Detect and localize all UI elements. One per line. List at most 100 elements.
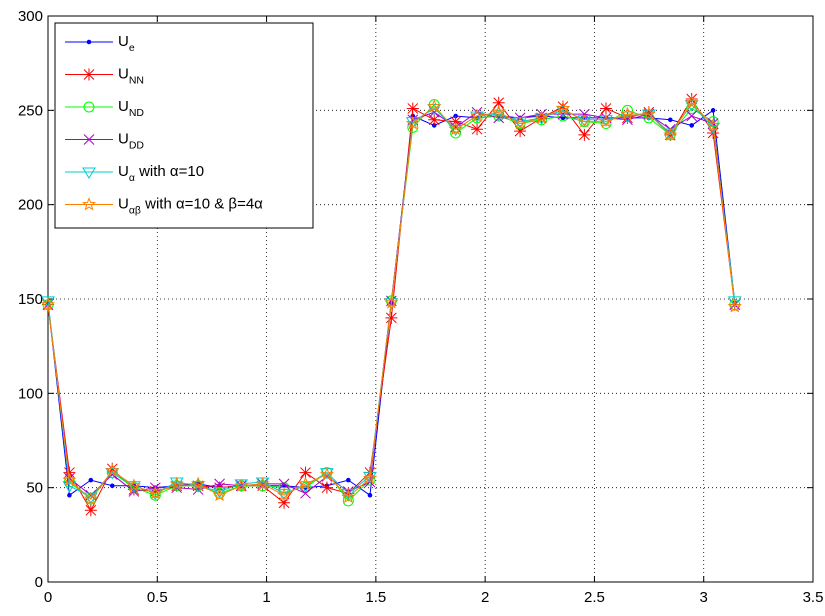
data-point [62, 472, 77, 487]
data-point [405, 116, 420, 130]
y-tick-label: 250 [18, 102, 43, 119]
data-point [367, 492, 373, 498]
legend-entry: Uαβ with α=10 & β=4α [65, 196, 263, 217]
data-point [319, 467, 334, 481]
legend-entry: UNN [65, 66, 144, 87]
data-point [62, 481, 77, 493]
data-point [169, 476, 184, 490]
legend-entry: Ue [65, 33, 135, 54]
data-point [299, 466, 312, 479]
data-point [577, 114, 592, 128]
data-point [471, 123, 484, 136]
data-point [192, 480, 204, 492]
legend-marker [81, 197, 97, 211]
legend-marker [83, 134, 95, 145]
data-point [83, 491, 98, 505]
data-point [449, 115, 462, 128]
data-point [212, 486, 227, 499]
data-point [106, 467, 118, 479]
data-point [727, 299, 742, 313]
data-point [126, 478, 141, 492]
legend-marker [83, 68, 95, 81]
data-point [191, 476, 206, 490]
legend-marker [83, 101, 95, 113]
data-point [41, 296, 55, 308]
data-point [555, 101, 570, 115]
data-point [341, 489, 356, 504]
x-tick-label: 1.5 [365, 589, 386, 606]
y-tick-label: 200 [18, 197, 43, 214]
legend-entry: UDD [65, 131, 144, 152]
data-point [513, 116, 528, 130]
data-point [642, 106, 655, 119]
data-point [727, 296, 742, 308]
data-point [579, 108, 590, 120]
data-point [406, 102, 419, 115]
x-tick-label: 1 [262, 589, 270, 606]
data-point [663, 127, 678, 141]
y-tick-label: 50 [26, 480, 43, 497]
data-point [105, 463, 120, 477]
data-point [689, 123, 694, 128]
legend-marker [82, 167, 96, 179]
data-point [149, 485, 162, 498]
data-point [300, 487, 311, 499]
data-point [706, 118, 721, 132]
y-tick-label: 100 [18, 385, 43, 402]
data-point [641, 106, 656, 121]
data-point [427, 99, 442, 113]
data-point [514, 125, 527, 138]
x-tick-label: 3.5 [803, 589, 824, 606]
data-point [686, 110, 698, 122]
y-tick-label: 300 [18, 8, 43, 25]
data-point [109, 483, 115, 489]
legend-label: Uαβ with α=10 & β=4α [118, 196, 263, 217]
data-point [621, 104, 633, 116]
series-line [47, 101, 736, 500]
data-point [298, 476, 313, 490]
data-point [578, 128, 591, 141]
data-point [67, 492, 72, 498]
data-point [88, 477, 94, 483]
legend-entry: UND [65, 98, 144, 119]
data-point [127, 483, 140, 496]
legend-label: UND [118, 98, 144, 119]
data-point [342, 495, 354, 507]
data-point [148, 485, 163, 500]
data-point [450, 121, 461, 133]
data-point [84, 504, 97, 517]
y-tick-label: 0 [35, 574, 43, 591]
data-point [40, 297, 56, 311]
data-point [491, 104, 506, 119]
data-point [684, 95, 699, 109]
data-point [257, 480, 269, 492]
y-tick-label: 150 [18, 291, 43, 308]
data-point [212, 487, 227, 502]
data-point [428, 113, 441, 126]
data-point [385, 311, 398, 324]
data-point [362, 470, 377, 485]
data-point [63, 466, 76, 479]
data-point [277, 487, 292, 502]
data-point [710, 108, 716, 113]
data-point [255, 476, 270, 490]
data-point [278, 496, 291, 509]
legend-label: Ue [118, 33, 135, 54]
data-point [470, 108, 485, 122]
data-point [600, 102, 613, 115]
data-point [621, 111, 634, 124]
data-point [685, 93, 698, 106]
series-group [40, 93, 742, 517]
x-tick-label: 2.5 [584, 589, 605, 606]
data-point [534, 110, 549, 124]
data-point [384, 295, 399, 309]
x-tick-label: 2 [481, 589, 489, 606]
data-point [278, 482, 290, 494]
legend-label: Uα with α=10 [118, 163, 204, 184]
data-point [620, 106, 635, 121]
legend: Ue UNN UND UDD Uα with α=10 Uαβ with α=10 & β… [54, 22, 314, 229]
legend-entry: Uα with α=10 [65, 163, 204, 184]
data-point [599, 114, 614, 128]
data-point [667, 117, 673, 123]
data-point [278, 478, 290, 490]
